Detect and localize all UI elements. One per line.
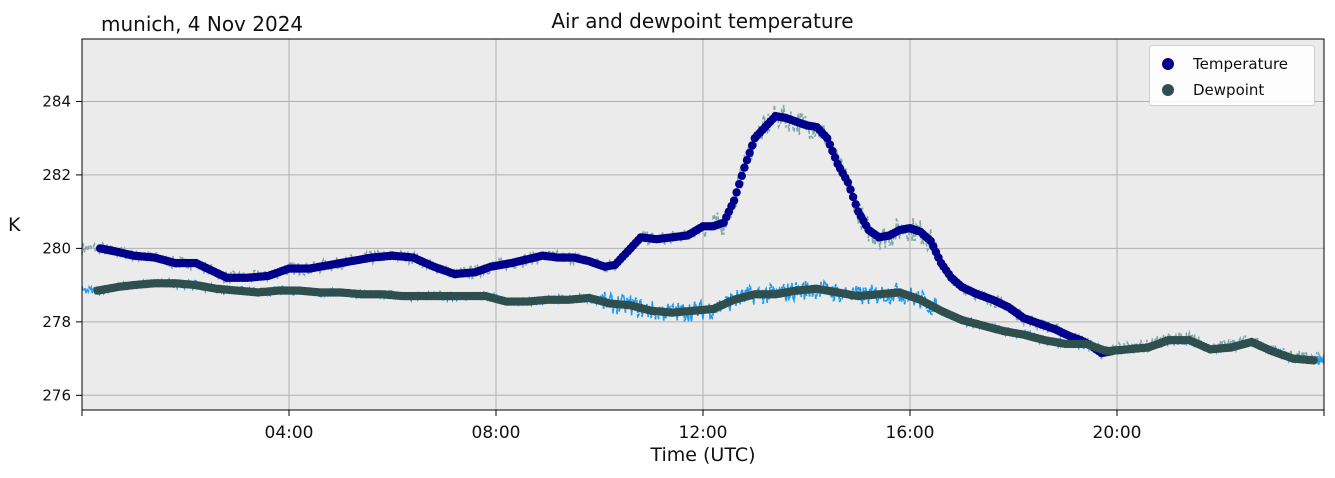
temperature-point (740, 163, 749, 172)
temperature-point (851, 200, 860, 209)
y-tick-label: 276 (42, 386, 71, 404)
legend-label-temperature: Temperature (1193, 55, 1289, 73)
legend: Temperature Dewpoint (1149, 45, 1315, 106)
temperature-point (737, 171, 746, 180)
dewpoint-marker-icon (1162, 84, 1174, 96)
x-tick-label: 16:00 (886, 423, 935, 443)
series-temperature (95, 111, 1117, 358)
x-tick-label: 04:00 (265, 423, 314, 443)
temperature-point (748, 141, 757, 150)
series-dewpoint (93, 279, 1318, 365)
temperature-point (745, 148, 754, 158)
y-axis-label: K (8, 214, 21, 236)
temperature-point (825, 140, 834, 149)
temperature-point (828, 146, 837, 156)
x-tick-label: 12:00 (679, 423, 728, 443)
y-tick-label: 284 (42, 92, 71, 110)
x-tick-label: 08:00 (472, 423, 521, 443)
temperature-point (732, 188, 741, 197)
legend-item-dewpoint: Dewpoint (1162, 80, 1264, 100)
location-date-label: munich, 4 Nov 2024 (101, 12, 304, 36)
temperature-point (830, 153, 840, 162)
temperature-point (846, 185, 855, 194)
temperature-point (843, 178, 853, 187)
temperature-point (742, 156, 752, 165)
x-axis-label: Time (UTC) (650, 444, 756, 466)
axes: 04:00 08:00 12:00 16:00 20:00 276 278 280 282 284 (42, 92, 1325, 443)
temperature-point (735, 179, 744, 189)
legend-item-temperature: Temperature (1162, 54, 1288, 74)
x-tick-label: 20:00 (1093, 423, 1142, 443)
y-tick-label: 280 (42, 239, 71, 257)
series-layer (93, 111, 1318, 365)
temperature-point (848, 192, 858, 202)
temperature-point (823, 134, 832, 143)
chart-title: Air and dewpoint temperature (551, 9, 854, 33)
legend-label-dewpoint: Dewpoint (1193, 81, 1265, 99)
y-tick-label: 282 (42, 166, 71, 184)
temperature-marker-icon (1162, 58, 1174, 70)
temperature-point (729, 196, 739, 205)
dewpoint-point (1309, 356, 1318, 365)
y-tick-label: 278 (42, 313, 71, 331)
